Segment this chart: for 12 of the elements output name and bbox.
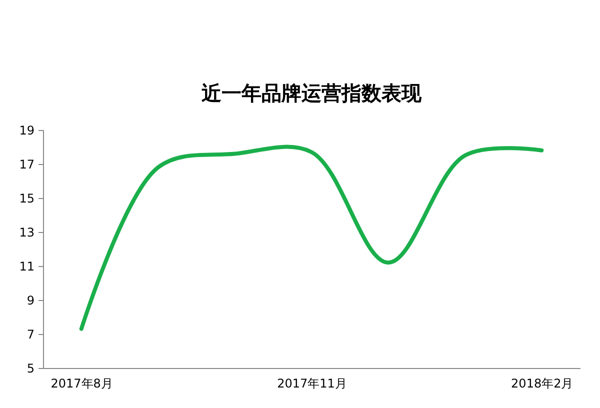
y-tick-label: 7: [26, 328, 34, 342]
y-tick-label: 13: [19, 226, 34, 240]
y-tick-label: 5: [26, 362, 34, 376]
y-tick-label: 17: [19, 158, 34, 172]
chart-title: 近一年品牌运营指数表现: [200, 81, 422, 105]
x-tick-label: 2017年11月: [277, 376, 347, 390]
x-tick-label: 2017年8月: [50, 376, 113, 390]
y-tick-label: 9: [26, 294, 34, 308]
y-tick-label: 11: [19, 260, 34, 274]
y-tick-label: 19: [19, 124, 34, 138]
y-tick-label: 15: [19, 192, 34, 206]
x-tick-label: 2018年2月: [511, 376, 574, 390]
